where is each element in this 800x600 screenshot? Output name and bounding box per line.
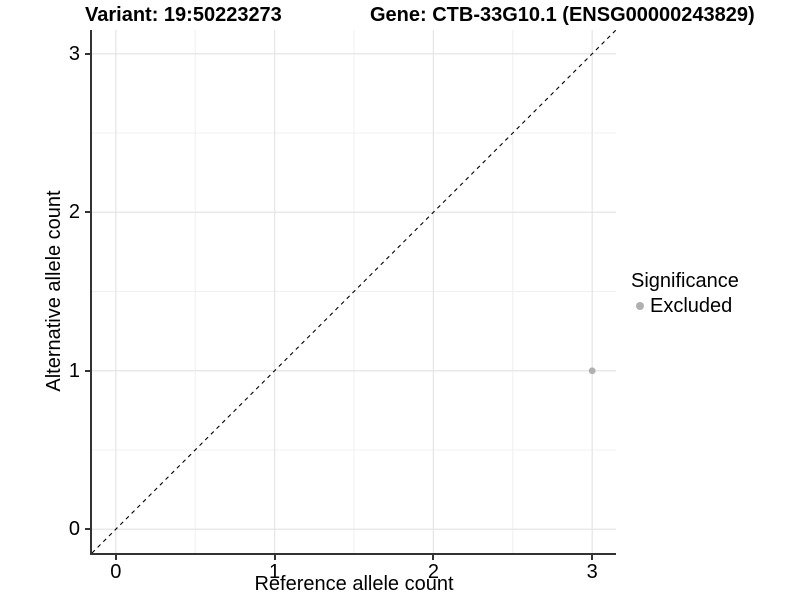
x-tick-label: 2 xyxy=(427,561,439,583)
y-tick-label: 3 xyxy=(68,42,80,65)
gene-title: Gene: CTB-33G10.1 (ENSG00000243829) xyxy=(370,4,755,26)
data-point-excluded xyxy=(588,367,596,375)
y-tick-label: 0 xyxy=(68,518,80,541)
scatter-plot-canvas xyxy=(92,30,616,553)
identity-reference-line xyxy=(92,30,616,553)
legend: Significance Excluded xyxy=(629,270,739,317)
variant-title: Variant: 19:50223273 xyxy=(85,4,282,26)
legend-title: Significance xyxy=(631,270,739,292)
legend-item-excluded: Excluded xyxy=(629,295,739,317)
x-tick-label: 1 xyxy=(269,561,281,583)
legend-point-icon xyxy=(636,302,644,310)
y-tick-mark xyxy=(85,369,90,372)
x-tick-label: 3 xyxy=(586,561,598,583)
x-tick-mark xyxy=(591,555,594,560)
x-tick-mark xyxy=(273,555,276,560)
x-axis-title: Reference allele count xyxy=(254,573,454,595)
x-tick-label: 0 xyxy=(110,561,122,583)
y-tick-mark xyxy=(85,211,90,214)
x-tick-mark xyxy=(114,555,117,560)
y-tick-label: 2 xyxy=(68,201,80,224)
legend-item-label: Excluded xyxy=(650,295,733,317)
y-tick-mark xyxy=(85,52,90,55)
y-tick-label: 1 xyxy=(68,359,80,382)
x-tick-mark xyxy=(432,555,435,560)
y-tick-mark xyxy=(85,528,90,531)
plot-panel xyxy=(90,30,616,555)
